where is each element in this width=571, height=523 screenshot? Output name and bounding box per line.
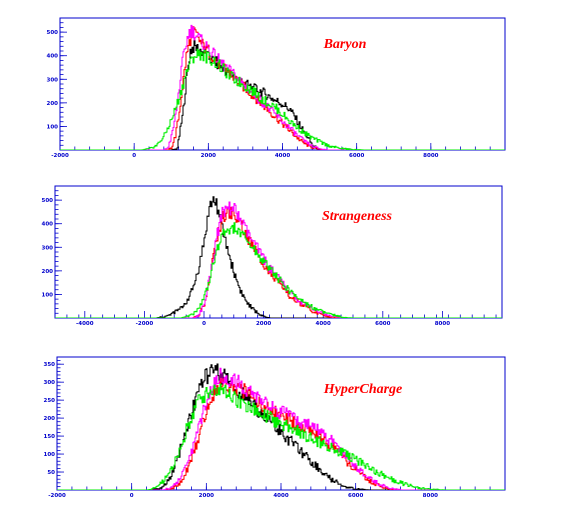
y-tick-label: 50: [47, 470, 55, 476]
x-tick-label: 2000: [199, 493, 214, 499]
y-tick-label: 400: [42, 222, 54, 228]
x-tick-label: 2000: [201, 153, 216, 159]
x-tick-label: -2000: [136, 321, 154, 327]
y-tick-label: 200: [44, 416, 56, 422]
y-tick-label: 100: [47, 124, 59, 130]
x-tick-label: -2000: [48, 493, 66, 499]
x-tick-label: 6000: [348, 493, 363, 499]
series-line-1: [60, 39, 505, 150]
series-line-2: [60, 26, 505, 150]
series-line-1: [57, 363, 505, 490]
series-line-3: [55, 201, 502, 318]
y-tick-label: 250: [44, 398, 56, 404]
y-tick-label: 300: [44, 380, 56, 386]
y-tick-label: 150: [44, 434, 56, 440]
chart-panel-1: -2000 0 2000 4000 6000 8000 100 200 300 400 500 Bar…: [47, 17, 506, 159]
x-tick-label: 6000: [349, 153, 364, 159]
y-tick-label: 100: [44, 452, 56, 458]
panel-title: Strangeness: [322, 209, 393, 224]
y-tick-label: 300: [42, 245, 54, 251]
series-line-4: [57, 383, 505, 490]
y-tick-label: 100: [42, 292, 54, 298]
x-tick-label: 8000: [423, 153, 438, 159]
x-tick-label: 2000: [256, 321, 271, 327]
plot-frame: [54, 185, 503, 319]
y-tick-label: 400: [47, 54, 59, 60]
y-tick-label: 500: [47, 30, 59, 36]
panel-title: Baryon: [323, 37, 367, 52]
x-tick-label: 0: [202, 321, 206, 327]
y-tick-label: 500: [42, 198, 54, 204]
y-tick-label: 200: [42, 269, 54, 275]
x-tick-label: 6000: [375, 321, 390, 327]
chart-panel-2: -4000 -2000 0 2000 4000 6000 8000 100 200 300 400 5…: [42, 185, 503, 327]
x-tick-label: 4000: [316, 321, 331, 327]
series-line-1: [55, 196, 502, 318]
chart-panel-3: -2000 0 2000 4000 6000 8000 50 100 150 200 250 300 3…: [44, 356, 506, 499]
x-tick-label: -4000: [76, 321, 94, 327]
y-tick-label: 200: [47, 101, 59, 107]
x-tick-label: 4000: [275, 153, 290, 159]
plot-frame: [59, 17, 506, 151]
x-tick-label: 0: [132, 153, 136, 159]
panel-title: HyperCharge: [323, 382, 403, 397]
x-tick-label: -2000: [51, 153, 69, 159]
y-tick-label: 300: [47, 77, 59, 83]
series-line-3: [60, 24, 505, 150]
series-line-4: [60, 48, 505, 150]
x-tick-label: 8000: [435, 321, 450, 327]
y-tick-label: 350: [44, 362, 56, 368]
series-line-2: [55, 206, 502, 318]
series-line-3: [57, 367, 505, 490]
x-tick-label: 8000: [423, 493, 438, 499]
x-tick-label: 0: [130, 493, 134, 499]
x-tick-label: 4000: [273, 493, 288, 499]
series-line-4: [55, 222, 502, 318]
